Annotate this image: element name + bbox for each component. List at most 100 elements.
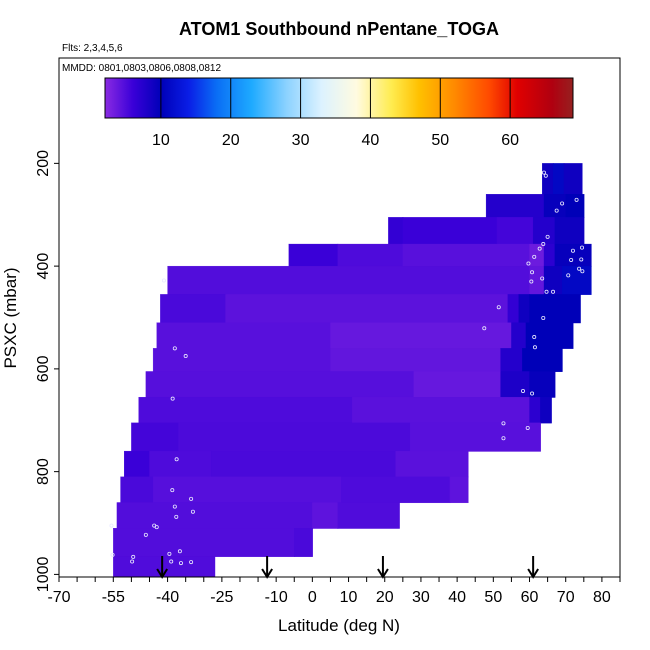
sample-point — [172, 346, 177, 351]
chart-title: ATOM1 Southbound nPentane_TOGA — [179, 19, 499, 39]
sample-point — [131, 554, 136, 559]
sample-point — [554, 208, 559, 213]
heatmap-cell — [294, 528, 313, 557]
x-tick-label: 40 — [448, 589, 466, 606]
heatmap-cell — [500, 371, 531, 398]
heatmap-cell — [138, 396, 353, 424]
y-tick-label: 1000 — [35, 557, 52, 593]
heatmap-cell — [337, 243, 404, 267]
sample-point — [541, 170, 546, 175]
x-tick-label: 30 — [412, 589, 430, 606]
heatmap-cell — [156, 322, 332, 349]
sample-point — [525, 425, 530, 430]
heatmap-cell — [330, 348, 502, 372]
flights-label: Flts: 2,3,4,5,6 — [62, 43, 123, 54]
sample-point — [130, 559, 135, 564]
flight-marker-arrow — [377, 556, 389, 579]
heatmap-cell — [149, 450, 212, 478]
heatmap-cell — [341, 476, 451, 504]
sample-point — [532, 335, 537, 340]
x-tick-label: 20 — [376, 589, 394, 606]
heatmap-cell — [565, 194, 585, 218]
sample-point — [532, 345, 537, 350]
x-tick-label: 60 — [521, 589, 539, 606]
sample-point — [566, 273, 571, 278]
colorbar-tick-label: 10 — [152, 132, 170, 149]
sample-point — [569, 257, 574, 262]
sample-point — [551, 289, 556, 294]
x-axis-label: Latitude (deg N) — [278, 616, 400, 635]
y-tick-label: 800 — [35, 458, 52, 485]
sample-point — [174, 514, 179, 519]
y-axis: 200 400 600 800 1000 — [35, 150, 59, 592]
x-tick-label: 70 — [557, 589, 575, 606]
heatmap-cell — [529, 243, 545, 267]
heatmap-cell — [402, 217, 498, 245]
heatmap-cell — [543, 194, 567, 218]
colorbar-tick-label: 60 — [501, 132, 519, 149]
y-tick-label: 600 — [35, 355, 52, 382]
heatmap-cell — [507, 294, 520, 324]
sample-point — [574, 197, 579, 202]
sample-point — [183, 354, 188, 359]
heatmap-cell — [152, 348, 332, 372]
heatmap-cell — [532, 217, 556, 245]
sample-point — [161, 278, 166, 283]
x-tick-label: -10 — [265, 589, 288, 606]
x-tick-label: 80 — [593, 589, 611, 606]
sample-point — [541, 316, 546, 321]
sample-point — [109, 523, 114, 528]
flight-marker-arrow — [261, 556, 273, 579]
plot-frame — [58, 57, 621, 578]
sample-point — [580, 245, 585, 250]
sample-point — [580, 269, 585, 274]
heatmap-cell — [563, 163, 583, 195]
sample-point — [110, 552, 115, 557]
sample-point — [570, 248, 575, 253]
sample-point — [544, 289, 549, 294]
x-tick-label: -55 — [102, 589, 125, 606]
heatmap-cell — [210, 450, 397, 478]
y-tick-label: 400 — [35, 253, 52, 280]
heatmap-cell — [522, 348, 563, 372]
sample-point — [530, 391, 535, 396]
heatmap-cell — [288, 243, 339, 267]
x-tick-label: 50 — [484, 589, 502, 606]
sample-point — [537, 246, 542, 251]
sample-point — [545, 234, 550, 239]
sample-point — [190, 509, 195, 514]
sample-point — [541, 242, 546, 247]
sample-point — [560, 201, 565, 206]
sample-point — [540, 276, 545, 281]
sample-point — [530, 270, 535, 275]
heatmap-cell — [113, 556, 216, 577]
colorbar — [104, 77, 574, 119]
sample-point — [169, 559, 174, 564]
sample-point — [167, 551, 172, 556]
sample-point — [172, 504, 177, 509]
heatmap-cell — [518, 294, 531, 324]
heatmap-cell — [352, 396, 531, 424]
colorbar-tick-label: 50 — [431, 132, 449, 149]
x-tick-label: -25 — [210, 589, 233, 606]
sample-point — [174, 457, 179, 462]
x-tick-label: 0 — [308, 589, 317, 606]
heatmap-cell — [113, 528, 295, 557]
sample-point — [501, 421, 506, 426]
sample-point — [154, 525, 159, 530]
heatmap-cell — [449, 476, 469, 504]
x-axis: -70 -55 -40 -25 -10 0 10 20 30 40 50 60 70 80 — [47, 577, 621, 606]
sample-point — [170, 488, 175, 493]
heatmap-cell — [395, 450, 469, 478]
heatmap-cell — [542, 163, 554, 195]
dates-label: MMDD: 0801,0803,0806,0808,0812 — [62, 63, 221, 74]
heatmap-cell — [388, 217, 404, 245]
sample-point — [170, 396, 175, 401]
heatmap-cell — [496, 217, 534, 245]
heatmap-cell — [529, 294, 581, 324]
sample-point — [189, 496, 194, 501]
sample-point — [496, 305, 501, 310]
sample-point — [526, 261, 531, 266]
heatmap-cell — [554, 243, 592, 267]
colorbar-ticks: 10 20 30 40 50 60 — [152, 78, 519, 149]
